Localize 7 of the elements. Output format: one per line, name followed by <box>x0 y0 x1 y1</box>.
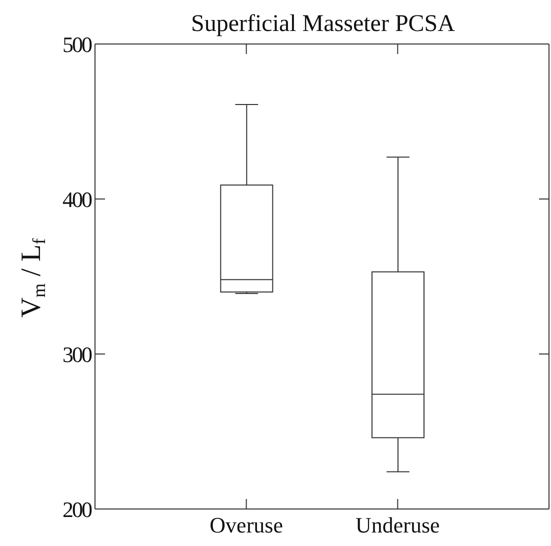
y-tick-label: 500 <box>62 32 92 57</box>
x-tick-label: Overuse <box>210 512 283 538</box>
y-tick-label: 300 <box>62 342 92 367</box>
y-tick-label: 200 <box>62 496 92 522</box>
x-tick-label: Underuse <box>356 512 440 538</box>
y-tick-label: 400 <box>62 186 92 212</box>
chart-title: Superficial Masseter PCSA <box>191 11 456 37</box>
